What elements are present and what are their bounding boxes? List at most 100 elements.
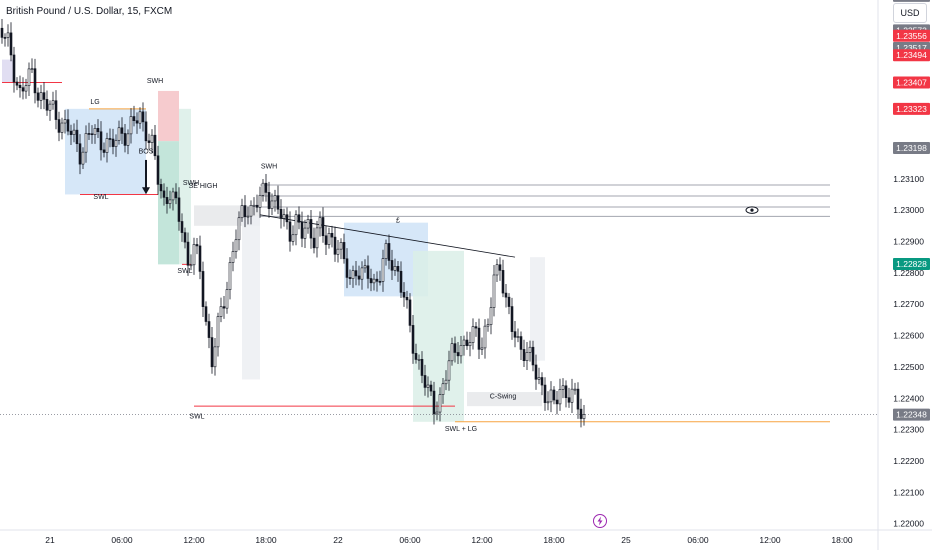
candle-body (258, 194, 262, 208)
candle-body (453, 343, 457, 353)
candle-body (159, 184, 163, 192)
candle-body (579, 408, 583, 419)
candle-body (21, 87, 25, 92)
x-tick-label: 06:00 (399, 535, 421, 545)
y-tick-label: 1.22000 (893, 519, 924, 529)
bos-arrow-head (142, 187, 150, 195)
candle-body (18, 84, 22, 88)
candle-body (39, 92, 43, 101)
candle-body (357, 275, 361, 280)
candle-body (348, 277, 352, 279)
price-tag-label: 1.23198 (896, 143, 927, 153)
candle-body (336, 248, 340, 255)
y-tick-label: 1.22800 (893, 268, 924, 278)
candle-body (171, 191, 175, 201)
price-tag (893, 142, 930, 155)
y-tick-label: 1.22600 (893, 331, 924, 341)
candle-body (330, 233, 334, 238)
candle-body (483, 325, 487, 349)
candle-body (162, 190, 166, 198)
candle-body (411, 325, 415, 354)
candle-body (45, 99, 49, 111)
candle-body (180, 221, 184, 233)
candle-body (93, 128, 97, 135)
price-tag (893, 0, 930, 2)
trend-line[interactable] (259, 214, 516, 258)
candle-body (552, 389, 556, 401)
candle-body (576, 388, 580, 410)
candle-body (429, 384, 433, 392)
candle-body (369, 278, 373, 284)
candle-body (492, 274, 496, 308)
annotation-label: SWL (189, 414, 204, 421)
candle-body (117, 127, 121, 141)
eye-icon[interactable] (745, 206, 759, 214)
candle-body (141, 111, 145, 123)
candle-body (333, 236, 337, 255)
candle-body (66, 119, 70, 132)
candle-body (435, 411, 439, 415)
candle-body (72, 129, 76, 135)
candle-body (243, 205, 247, 218)
candle-body (255, 204, 259, 208)
price-tag (893, 76, 930, 89)
candle-body (507, 296, 511, 307)
candle-body (324, 235, 328, 245)
candle-body (33, 68, 37, 94)
candle-body (153, 134, 157, 157)
candle-body (123, 133, 127, 146)
candle-body (390, 260, 394, 271)
y-tick-label: 1.22300 (893, 425, 924, 435)
annotation-label: SWH (147, 78, 163, 85)
candle-body (147, 140, 151, 143)
candle-body (339, 242, 343, 250)
candle-body (432, 390, 436, 415)
candle-body (372, 278, 376, 284)
candle-body (60, 122, 64, 133)
candle-body (222, 306, 226, 309)
y-tick-label: 1.22400 (893, 393, 924, 403)
candle-body (450, 343, 454, 362)
candle-body (288, 221, 292, 242)
zone-box (158, 90, 179, 142)
candle-body (192, 244, 196, 266)
candle-body (24, 85, 28, 92)
candle-body (408, 299, 412, 326)
candle-body (465, 339, 469, 347)
candle-body (12, 54, 16, 83)
candle-body (57, 119, 61, 133)
price-tag-label: 1.23683 (896, 0, 927, 1)
candle-body (87, 133, 91, 135)
candle-body (189, 264, 193, 267)
candle-body (210, 337, 214, 368)
candle-body (168, 199, 172, 204)
candle-body (321, 217, 325, 237)
candle-body (426, 384, 430, 388)
candle-body (108, 138, 112, 140)
x-tick-label: 12:00 (759, 535, 781, 545)
candle-body (99, 131, 103, 151)
y-tick-label: 1.22200 (893, 456, 924, 466)
candle-body (459, 345, 463, 357)
candle-body (126, 133, 130, 146)
candle-body (528, 346, 532, 353)
candle-body (582, 414, 586, 419)
candle-body (456, 352, 460, 357)
candle-body (393, 266, 397, 271)
zone-box (413, 250, 464, 422)
currency-button[interactable]: USD (893, 3, 927, 23)
candle-body (504, 292, 508, 298)
candle-body (318, 217, 322, 229)
x-tick-label: 18:00 (255, 535, 277, 545)
price-tag-label: 1.22828 (896, 259, 927, 269)
annotation-label: SWL (93, 194, 108, 201)
candle-body (297, 214, 301, 223)
candle-body (15, 81, 19, 86)
candle-body (285, 214, 289, 223)
x-tick-label: 12:00 (183, 535, 205, 545)
candle-body (396, 266, 400, 272)
candle-body (441, 383, 445, 395)
candle-body (495, 264, 499, 276)
candle-body (468, 342, 472, 347)
